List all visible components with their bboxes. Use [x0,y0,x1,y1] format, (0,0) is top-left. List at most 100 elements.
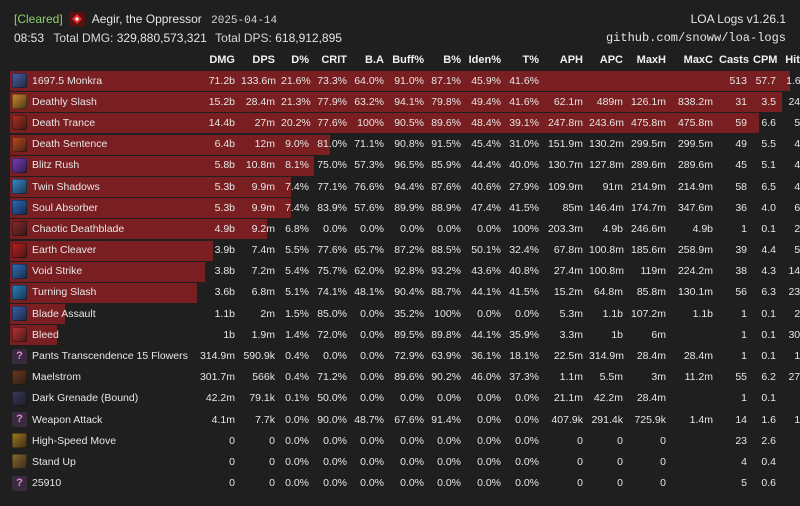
skill-name-cell: ? Pants Transcendence 15 Flowers [10,345,196,366]
table-row[interactable]: Deathly Slash 15.2b 28.4m 21.3% 77.9% 63.2% 94… [10,91,800,113]
stat-cell: 9.9m [251,180,275,193]
stat-cell: 62.1m [553,95,583,108]
table-row[interactable]: Blade Assault 1.1b 2m 1.5% 85.0% 0.0% 35.2% 100… [10,303,800,325]
unknown-icon: ? [12,348,27,364]
table-row[interactable]: Soul Absorber 5.3b 9.9m 7.4% 83.9% 57.6% 89.9%… [10,197,800,219]
column-header[interactable]: Buff% [392,54,424,66]
stat-cell: 32.4% [509,244,539,257]
table-row[interactable]: Stand Up 0 0 0.0% 0.0% 0.0% 0.0% 0.0% 0.0% 0.0% 0 0… [10,451,800,472]
column-header[interactable]: CRIT [321,54,347,66]
stat-cell: 146.4m [589,201,625,214]
stat-cell: 65.7% [354,244,384,257]
stat-cell: 9.2m [251,222,275,235]
stat-cell: 83.9% [317,201,347,214]
stat-cell: 4.9b [602,222,623,235]
stat-cell: 22.5m [553,350,583,363]
stat-cell: 9.9m [251,201,275,214]
skill-name-cell: Chaotic Deathblade [10,218,267,240]
table-row[interactable]: Earth Cleaver 3.9b 7.4m 5.5% 77.6% 65.7% 87.2%… [10,240,800,261]
stat-cell: 278 [788,371,800,384]
table-row[interactable]: ? Pants Transcendence 15 Flowers 314.9m 590… [10,345,800,366]
skill-name: Death Trance [32,116,96,129]
stat-cell: 725.9k [634,413,666,426]
column-header[interactable]: D% [291,54,309,66]
stat-cell: 299.5m [630,138,666,151]
stat-cell: 64.0% [354,74,384,87]
stat-cell: 37.3% [509,371,539,384]
stat-cell: 244 [788,95,800,108]
column-header[interactable]: Iden% [468,54,501,66]
stat-cell: 90.5% [394,116,424,129]
stat-cell: 0.1% [285,392,309,405]
stat-cell: 14 [735,413,747,426]
app-version: LOA Logs v1.26.1 [690,12,786,26]
table-row[interactable]: Void Strike 3.8b 7.2m 5.4% 75.7% 62.0% 92.8% 93… [10,261,800,282]
stat-cell: 1 [741,328,747,341]
death-trance-icon [12,115,27,131]
column-header[interactable]: B.A [365,54,384,66]
stat-cell: 48.1% [354,286,384,299]
stat-cell: 5.5% [285,244,309,257]
stat-cell: 14.4b [208,116,235,129]
stat-cell: 48.4% [471,116,501,129]
column-header[interactable]: DPS [252,54,275,66]
stat-cell: 0.0% [400,222,424,235]
stat-cell: 475.8m [630,116,666,129]
stat-cell: 0.0% [285,434,309,447]
stat-cell: 91.4% [431,413,461,426]
stat-cell: 81.0% [317,138,347,151]
stat-cell: 38 [735,265,747,278]
stat-cell: 566k [252,371,275,384]
stat-cell: 94.1% [394,95,424,108]
table-row[interactable]: Turning Slash 3.6b 6.8m 5.1% 74.1% 48.1% 90.4%… [10,282,800,303]
stat-cell: 2 [779,388,800,409]
stat-cell: 6m [651,328,666,341]
stat-cell: 1.6 [761,413,776,426]
stat-cell [586,70,626,91]
column-header[interactable]: MaxH [636,54,666,66]
table-row[interactable]: 1697.5 Monkra 71.2b 133.6m 21.6% 73.3% 64.0% 9… [10,70,800,91]
stat-cell: 289.6m [677,159,713,172]
repo-link[interactable]: github.com/snoww/loa-logs [605,31,786,45]
stat-cell: 42 [794,138,800,151]
stat-cell: 0.0% [437,455,461,468]
stat-cell: 0 [617,434,623,447]
stat-cell: 0.0% [437,392,461,405]
table-row[interactable]: Dark Grenade (Bound) 42.2m 79.1k 0.1% 50.0% 0… [10,388,800,409]
table-row[interactable]: Twin Shadows 5.3b 9.9m 7.4% 77.1% 76.6% 94.4% 8… [10,176,800,197]
stat-cell: 62 [794,201,800,214]
table-row[interactable]: Maelstrom 301.7m 566k 0.4% 71.2% 0.0% 89.6% 90.… [10,367,800,388]
table-row[interactable]: High-Speed Move 0 0 0.0% 0.0% 0.0% 0.0% 0.0% 0.0… [10,430,800,451]
stat-cell: 31 [735,95,747,108]
stat-cell: 7.4m [251,244,275,257]
encounter-date: 2025-04-14 [211,15,278,27]
table-row[interactable]: ? 25910 0 0 0.0% 0.0% 0.0% 0.0% 0.0% 0.0% 0.0% 0 0 0 5… [10,473,800,494]
table-row[interactable]: Bleed 1b 1.9m 1.4% 72.0% 0.0% 89.5% 89.8% 44.1% 3… [10,324,800,346]
stat-cell: 0 [779,473,800,494]
stat-cell: 49 [735,138,747,151]
stat-cell: 0.0% [477,222,501,235]
column-header[interactable]: CPM [753,54,778,66]
column-header[interactable]: DMG [209,54,235,66]
stat-cell: 289.6m [630,159,666,172]
table-row[interactable]: Blitz Rush 5.8b 10.8m 8.1% 75.0% 57.3% 96.5% 85… [10,155,800,176]
stat-cell: 48 [794,180,800,193]
skill-name: 25910 [32,477,62,490]
column-header[interactable]: B% [443,54,461,66]
stat-cell [669,70,716,91]
table-row[interactable]: Death Sentence 6.4b 12m 9.0% 81.0% 71.1% 90.8%… [10,134,800,155]
column-header[interactable]: Casts [719,54,749,66]
column-header[interactable]: APC [599,54,623,66]
table-row[interactable]: Chaotic Deathblade 4.9b 9.2m 6.8% 0.0% 0.0% 0.… [10,218,800,240]
column-header[interactable]: APH [559,54,583,66]
stat-cell: 299.5m [677,138,713,151]
stat-cell: 347.6m [677,201,713,214]
table-row[interactable]: ? Weapon Attack 4.1m 7.7k 0.0% 90.0% 48.7% 67.6… [10,409,800,430]
table-row[interactable]: Death Trance 14.4b 27m 20.2% 77.6% 100% 90.5% 8… [10,112,800,134]
column-header[interactable]: T% [522,54,540,66]
stat-cell: 41.5% [509,201,539,214]
column-header[interactable]: Hits [785,54,800,66]
stat-cell: 59 [735,116,747,129]
stat-cell: 2.6 [761,434,776,447]
column-header[interactable]: MaxC [683,54,713,66]
